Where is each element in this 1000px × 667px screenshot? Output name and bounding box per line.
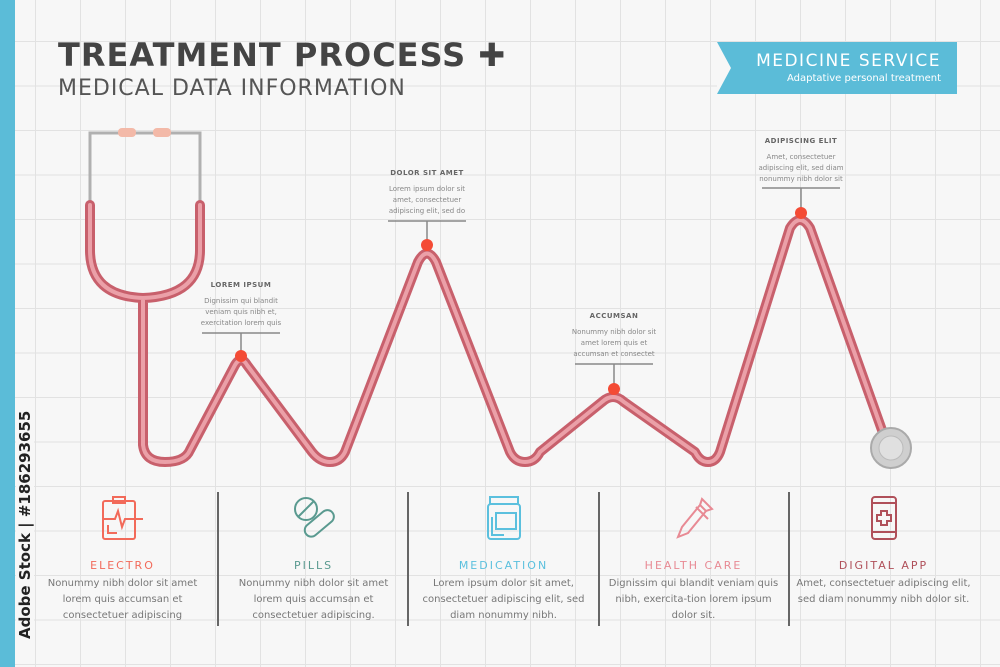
step-label: HEALTH CARE bbox=[644, 559, 743, 572]
column-divider bbox=[788, 492, 790, 626]
banner-subtitle: Adaptative personal treatment bbox=[786, 73, 941, 84]
pills-icon bbox=[293, 497, 335, 538]
step-health-care: HEALTH CARE Dignissim qui blandit veniam… bbox=[606, 495, 781, 624]
milestone-dot bbox=[421, 239, 433, 251]
callout-heading: ADIPISCING ELIT bbox=[764, 137, 838, 145]
banner-title: MEDICINE SERVICE bbox=[756, 51, 941, 71]
column-divider bbox=[217, 492, 219, 626]
step-label: MEDICATION bbox=[458, 559, 549, 572]
callout-heading: DOLOR SIT AMET bbox=[390, 169, 464, 177]
callout-accumsan: ACCUMSAN Nonummy nibh dolor sit amet lore… bbox=[569, 311, 659, 360]
step-label: DIGITAL APP bbox=[838, 559, 929, 572]
callout-text: Nonummy nibh dolor sit amet lorem quis e… bbox=[571, 328, 657, 358]
stethoscope-tube bbox=[85, 200, 893, 467]
callout-heading: ACCUMSAN bbox=[589, 312, 639, 320]
page-title: TREATMENT PROCESS ✚ bbox=[58, 36, 506, 74]
step-digital-app: DIGITAL APP Amet, consectetuer adipiscin… bbox=[796, 495, 971, 608]
step-text: Amet, consectetuer adipiscing elit, sed … bbox=[796, 578, 971, 605]
earpiece-right bbox=[153, 128, 171, 137]
stethoscope-binaurals bbox=[88, 131, 202, 205]
medicine-service-banner: MEDICINE SERVICE Adaptative personal tre… bbox=[717, 42, 957, 94]
title-text: TREATMENT PROCESS bbox=[58, 36, 467, 74]
step-text: Lorem ipsum dolor sit amet, consectetuer… bbox=[422, 578, 585, 621]
step-electro: ELECTRO Nonummy nibh dolor sit amet lore… bbox=[35, 495, 210, 624]
step-label: ELECTRO bbox=[90, 559, 155, 572]
step-text: Dignissim qui blandit veniam quis nibh, … bbox=[608, 578, 779, 621]
smartphone-medical-icon bbox=[870, 496, 897, 540]
callout-text: Dignissim qui blandit veniam quis nibh e… bbox=[200, 297, 282, 327]
medicine-bottle-icon bbox=[486, 496, 521, 540]
milestone-dot bbox=[608, 383, 620, 395]
step-text: Nonummy nibh dolor sit amet lorem quis a… bbox=[238, 578, 389, 621]
step-pills: PILLS Nonummy nibh dolor sit amet lorem … bbox=[226, 495, 401, 624]
clipboard-heartbeat-icon bbox=[101, 496, 143, 540]
callout-heading: LOREM IPSUM bbox=[210, 281, 272, 289]
earpiece-left bbox=[118, 128, 136, 137]
milestone-dot bbox=[235, 350, 247, 362]
column-divider bbox=[407, 492, 409, 626]
callout-dolor-sit-amet: DOLOR SIT AMET Lorem ipsum dolor sit amet… bbox=[382, 168, 472, 217]
step-text: Nonummy nibh dolor sit amet lorem quis a… bbox=[47, 578, 198, 621]
callout-lorem-ipsum: LOREM IPSUM Dignissim qui blandit veniam … bbox=[196, 280, 286, 329]
plus-icon: ✚ bbox=[478, 36, 507, 74]
callout-text: Lorem ipsum dolor sit amet, consectetuer… bbox=[388, 185, 466, 215]
callout-text: Amet, consectetuer adipiscing elit, sed … bbox=[758, 153, 844, 183]
column-divider bbox=[598, 492, 600, 626]
step-medication: MEDICATION Lorem ipsum dolor sit amet, c… bbox=[416, 495, 591, 624]
step-label: PILLS bbox=[293, 559, 334, 572]
banner-notch bbox=[717, 42, 731, 94]
dropper-icon bbox=[675, 497, 714, 539]
milestone-dot bbox=[795, 207, 807, 219]
page-subtitle: MEDICAL DATA INFORMATION bbox=[58, 76, 406, 101]
left-accent-bar bbox=[0, 0, 15, 667]
milestone-dots bbox=[235, 207, 807, 395]
callout-adipiscing-elit: ADIPISCING ELIT Amet, consectetuer adipis… bbox=[756, 136, 846, 185]
